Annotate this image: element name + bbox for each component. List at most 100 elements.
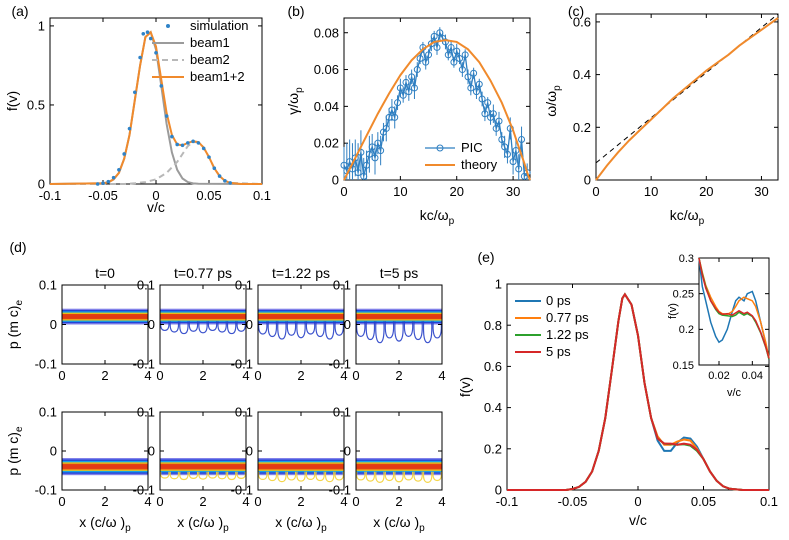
pic-marker <box>484 99 492 107</box>
beam1-line <box>49 30 263 185</box>
beam12-line <box>49 30 262 185</box>
x-tick-label: 30 <box>754 184 768 199</box>
x-tick-label: 2 <box>101 494 108 509</box>
pic-marker <box>461 51 469 59</box>
legend-label: beam2 <box>190 52 230 67</box>
legend-label: simulation <box>190 18 249 33</box>
simulation-point <box>223 179 227 183</box>
x-tick-label: 0 <box>340 184 347 199</box>
vortex-structure <box>236 321 246 332</box>
x-tick-label: 2 <box>199 494 206 509</box>
legend-label: beam1 <box>190 35 230 50</box>
vortex-structure <box>432 471 442 482</box>
simulation-point <box>228 181 232 185</box>
x-tick-label: 0 <box>156 494 163 509</box>
y-tick-label: 0.2 <box>484 441 502 456</box>
vortex-structure <box>413 321 423 341</box>
vortex-structure <box>356 471 366 481</box>
vortex-structure <box>286 471 297 481</box>
pic-marker <box>360 172 368 180</box>
pic-marker <box>447 43 455 51</box>
y-tick-label: 0 <box>495 483 502 498</box>
inset-series-3-line <box>698 257 770 359</box>
simulation-point <box>175 142 179 147</box>
vortex-structure <box>217 471 227 480</box>
simulation-point <box>201 146 206 151</box>
y-tick-label: 0.5 <box>27 98 45 113</box>
y-tick-label: 0.4 <box>573 67 591 82</box>
vortex-structure <box>179 471 189 481</box>
phase-band <box>258 315 344 318</box>
vortex-structure <box>217 321 227 333</box>
y-tick-label: 0.1 <box>39 405 57 420</box>
legend-label: 0.77 ps <box>546 310 589 325</box>
phase-space-1-0: 0 2 4-0.100.1x (c/ω )p <box>35 405 152 535</box>
phase-band <box>356 465 442 469</box>
vortex-structure <box>403 321 414 337</box>
pic-marker <box>458 66 466 74</box>
x-tick-label: 4 <box>340 494 347 509</box>
dispersion-line <box>595 17 779 181</box>
pic-marker <box>408 73 416 81</box>
y-axis-label: p (m c)e <box>5 300 25 350</box>
pic-marker <box>425 51 433 59</box>
vortex-structure <box>160 471 170 479</box>
vortex-structure <box>384 471 395 482</box>
panel-e: -0.1 -0.05 0 0.05 0.1 0 0.2 0.4 0.6 0.8 1(e) v/c f(v… <box>457 249 778 528</box>
y-axis-label: f(v) <box>457 377 473 397</box>
pic-marker <box>453 47 461 55</box>
panel-a: -0.1 -0.05 0 0.05 0.1 0 0.5 1 (a) v/c f(v) simulati… <box>4 3 271 215</box>
x-tick-label: 4 <box>340 368 347 383</box>
vortex-structure <box>403 471 414 481</box>
y-tick-label: 0 <box>344 444 351 459</box>
simulation-point <box>170 134 174 139</box>
panel-label-b: (b) <box>287 3 304 19</box>
x-tick-label: 4 <box>144 494 151 509</box>
y-tick-label: 0.1 <box>333 278 351 293</box>
simulation-point <box>138 55 142 60</box>
inset-series-0-line <box>698 257 770 360</box>
y-tick-label: 0.08 <box>314 25 339 40</box>
vortex-structure <box>188 471 199 479</box>
x-tick-label: 4 <box>438 368 445 383</box>
inset-series-1-line <box>698 257 770 359</box>
y-tick-label: 0.4 <box>484 400 502 415</box>
vortex-structure <box>296 471 306 482</box>
phase-space-0-0: 0 2 4-0.100.1t=0 <box>35 265 152 383</box>
x-tick-label: 2 <box>297 368 304 383</box>
vortex-structure <box>236 471 246 479</box>
y-tick-label: 0.15 <box>673 360 694 372</box>
y-tick-label: 0.1 <box>235 278 253 293</box>
pic-marker <box>464 73 472 81</box>
y-tick-label: 0 <box>246 317 253 332</box>
simulation-point <box>217 174 222 178</box>
x-tick-label: 10 <box>644 184 658 199</box>
y-tick-label: 0 <box>148 444 155 459</box>
x-tick-label: 4 <box>144 368 151 383</box>
vortex-structure <box>267 471 278 482</box>
vortex-structure <box>422 471 433 483</box>
simulation-point <box>101 181 105 186</box>
legend-label: beam1+2 <box>190 69 245 84</box>
panel-label-e: (e) <box>477 249 494 265</box>
axes-frame <box>355 411 443 491</box>
vortex-structure <box>207 471 218 479</box>
snapshot-title: t=0.77 ps <box>174 265 232 281</box>
y-tick-label: 0.8 <box>484 318 502 333</box>
y-tick-label: 0.1 <box>39 278 57 293</box>
vortex-structure <box>169 321 180 333</box>
pic-marker <box>481 110 489 118</box>
y-tick-label: -0.1 <box>329 357 351 372</box>
y-axis-label: γ/ωp <box>285 87 305 115</box>
pic-marker <box>456 55 464 62</box>
y-axis-label: p (m c)e <box>5 426 25 476</box>
simulation-point <box>186 141 190 145</box>
x-tick-label: 10 <box>393 184 407 199</box>
simulation-point <box>106 179 111 184</box>
simulation-point <box>180 143 185 148</box>
y-tick-label: 0.1 <box>235 405 253 420</box>
y-tick-label: -0.1 <box>329 483 351 498</box>
x-tick-label: 0 <box>592 184 599 199</box>
vortex-structure <box>267 321 278 338</box>
